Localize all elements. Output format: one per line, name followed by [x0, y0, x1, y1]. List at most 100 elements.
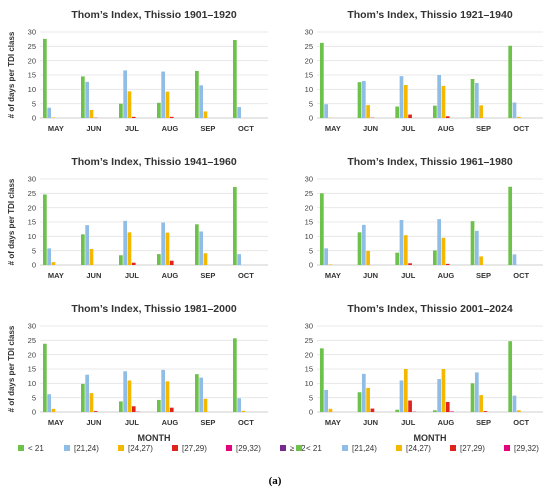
y-tick-label: 5 [309, 99, 313, 108]
figure-caption: (a) [269, 475, 282, 487]
x-tick-label: JUL [401, 124, 416, 133]
bar-21-oct [508, 341, 513, 412]
x-axis-label: MONTH [138, 433, 171, 443]
bar-27-29-aug [445, 401, 450, 412]
x-tick-label: OCT [238, 418, 254, 427]
x-tick-label: JUN [363, 271, 378, 280]
y-tick-label: 25 [28, 42, 36, 51]
chart-title: Thom’s Index, Thissio 1961–1980 [347, 156, 513, 168]
bar-24-27-aug [441, 369, 446, 412]
x-tick-label: MAY [325, 418, 341, 427]
y-tick-label: 30 [305, 28, 313, 37]
bar-21-may [43, 343, 47, 412]
x-tick-label: JUL [401, 418, 416, 427]
legend-label: [27,29) [182, 444, 207, 453]
x-tick-label: JUL [125, 124, 140, 133]
x-tick-label: SEP [476, 418, 491, 427]
bar-21-oct [233, 40, 237, 118]
x-tick-label: JUN [363, 418, 378, 427]
bar-24-27-jun [89, 109, 94, 118]
x-tick-label: JUN [363, 124, 378, 133]
x-tick-label: SEP [200, 271, 215, 280]
bar-21-aug [433, 410, 437, 412]
x-tick-label: OCT [238, 124, 254, 133]
y-tick-label: 5 [32, 393, 36, 402]
bar-24-27-aug [165, 91, 170, 118]
bar-21-24-jun [361, 373, 366, 412]
x-tick-label: MAY [325, 124, 341, 133]
legend-swatch-21 [18, 445, 24, 451]
bar-21-may [43, 38, 47, 118]
bar-21-24-jun [361, 81, 366, 118]
y-tick-label: 0 [32, 261, 36, 270]
y-tick-label: 15 [28, 365, 36, 374]
bar-21-jun [81, 383, 85, 412]
bar-24-27-jul [127, 380, 132, 412]
bar-24-27-aug [441, 237, 446, 265]
bar-21-aug [433, 105, 437, 118]
bar-29-32-aug [450, 411, 454, 412]
bar-27-29-aug [169, 116, 174, 118]
y-tick-label: 30 [28, 28, 36, 37]
bar-27-29-sep [483, 411, 488, 412]
bar-21-24-jul [399, 219, 404, 265]
bar-21-jun [81, 76, 85, 118]
y-tick-label: 20 [305, 56, 313, 65]
chart-title: Thom’s Index, Thissio 1921–1940 [347, 9, 513, 21]
x-tick-label: AUG [438, 124, 455, 133]
bar-24-27-sep [203, 398, 208, 412]
bar-24-27-sep [203, 253, 208, 265]
bar-24-27-may [51, 117, 56, 118]
y-tick-label: 30 [28, 322, 36, 331]
bar-24-27-may [51, 408, 56, 412]
bar-21-may [43, 194, 47, 265]
bar-27-29-jun [370, 408, 375, 412]
bar-24-27-aug [165, 381, 170, 412]
bar-21-jun [357, 232, 362, 265]
chart-title: Thom’s Index, Thissio 1901–1920 [71, 9, 237, 21]
bar-24-27-jul [127, 91, 132, 118]
x-tick-label: MAY [48, 124, 64, 133]
bar-21-sep [195, 224, 199, 265]
bar-24-27-aug [441, 85, 446, 118]
x-tick-label: MAY [325, 271, 341, 280]
y-tick-label: 25 [305, 336, 313, 345]
y-tick-label: 20 [28, 56, 36, 65]
bar-24-27-jun [89, 248, 94, 265]
bar-21-aug [157, 399, 161, 412]
bar-27-29-jul [408, 263, 412, 265]
bar-21-jul [395, 409, 400, 412]
y-tick-label: 0 [32, 114, 36, 123]
chart-panel-5: Thom’s Index, Thissio 1981–2000 0 5 10 15 20 2… [7, 303, 268, 443]
y-tick-label: 30 [28, 175, 36, 184]
x-tick-label: AUG [162, 124, 179, 133]
x-tick-label: OCT [513, 124, 529, 133]
bar-21-may [320, 193, 324, 265]
legend-label: [24,27) [128, 444, 153, 453]
x-tick-label: AUG [162, 418, 179, 427]
bar-21-24-aug [437, 379, 441, 412]
bar-24-27-jun [366, 105, 370, 118]
y-tick-label: 5 [32, 246, 36, 255]
bar-21-24-jul [123, 220, 127, 265]
bar-27-29-jun [93, 411, 98, 412]
bar-21-24-oct [237, 107, 241, 118]
legend: < 21[21,24)[24,27)[27,29)[29,32)≥ 32 [296, 444, 539, 453]
y-tick-label: 25 [28, 336, 36, 345]
x-tick-label: JUN [86, 124, 101, 133]
x-tick-label: AUG [438, 271, 455, 280]
bar-21-24-aug [437, 75, 441, 118]
y-tick-label: 20 [305, 350, 313, 359]
bar-27-29-aug [445, 116, 450, 118]
y-tick-label: 10 [305, 232, 313, 241]
x-axis-label: MONTH [414, 433, 447, 443]
bar-21-aug [157, 254, 161, 265]
y-tick-label: 15 [28, 218, 36, 227]
chart-panel-2: Thom’s Index, Thissio 1921–1940 0 5 10 15 20 2… [305, 9, 543, 133]
bar-24-27-sep [479, 395, 483, 412]
y-axis-label: # of days per TDI class [7, 178, 16, 265]
x-tick-label: OCT [513, 418, 529, 427]
y-tick-label: 25 [28, 189, 36, 198]
bar-24-27-jun [366, 250, 370, 265]
chart-panel-1: Thom’s Index, Thissio 1901–1920 0 5 10 15 20 2… [7, 9, 268, 133]
